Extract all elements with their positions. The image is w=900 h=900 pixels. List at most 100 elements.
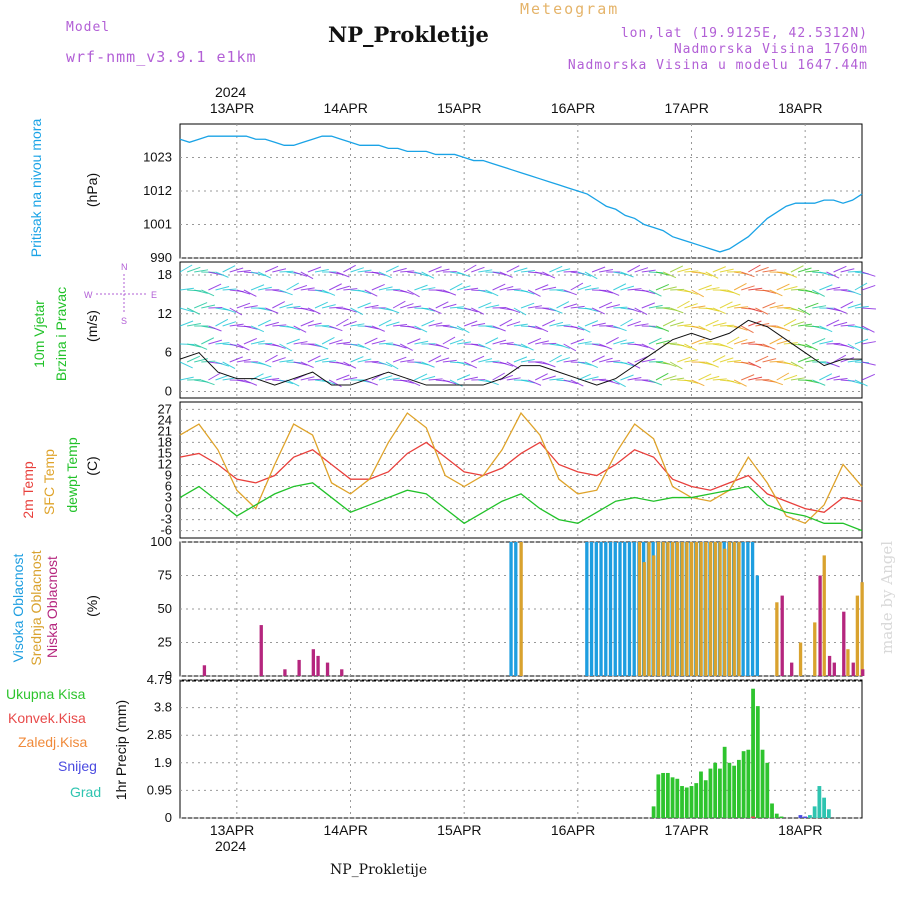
- precip-legend-item: Konvek.Kisa: [8, 710, 86, 726]
- wind-barb-icon: [357, 289, 372, 295]
- wind-barb-icon: [414, 284, 428, 291]
- wind-barb-icon: [684, 359, 699, 363]
- wind-barb-icon: [812, 325, 827, 330]
- wind-barb-icon: [385, 265, 399, 273]
- wind-barb-icon: [286, 325, 301, 331]
- wind-barb-icon: [307, 266, 322, 273]
- cloud-bar: [727, 542, 732, 676]
- wind-barb-icon: [584, 271, 598, 280]
- wind-barb-icon: [591, 307, 605, 315]
- wind-barb-icon: [400, 359, 415, 363]
- wind-barb-icon: [584, 376, 599, 381]
- wind-barb-icon: [499, 342, 514, 345]
- wind-barb-icon: [357, 358, 372, 363]
- wind-barb-icon: [364, 289, 378, 297]
- wind-barb-icon: [378, 286, 393, 291]
- wind-barb-icon: [357, 302, 371, 309]
- date-label-top: 16APR: [550, 100, 596, 116]
- footer-station: NP_Prokletije: [330, 862, 428, 878]
- wind-barbs: [179, 264, 877, 388]
- wind-barb-icon: [286, 361, 301, 364]
- wind-barb-icon: [336, 361, 350, 367]
- wind-barb-icon: [812, 379, 826, 386]
- wind-barb-icon: [627, 320, 641, 327]
- wind-barb-icon: [272, 268, 287, 273]
- wind-barb-icon: [364, 271, 379, 274]
- wind-barb-icon: [854, 338, 869, 345]
- precip-bar: [732, 765, 737, 818]
- cloud-bar: [297, 659, 301, 676]
- wind-barb-icon: [847, 289, 862, 296]
- wind-barb-icon: [236, 289, 251, 295]
- wind-barb-icon: [343, 376, 358, 381]
- wind-barb-icon: [641, 269, 656, 273]
- cloud-bar: [340, 669, 344, 676]
- wind-barb-icon: [812, 337, 826, 345]
- precip-tick-label: 1.9: [154, 755, 172, 770]
- wind-barb-icon: [790, 361, 804, 370]
- wind-barb-icon: [662, 271, 677, 279]
- wind-barb-icon: [627, 307, 642, 313]
- date-label-top: 18APR: [778, 100, 823, 116]
- wind-barb-icon: [840, 357, 855, 363]
- wind-panel: 0 6 12 18: [158, 261, 863, 399]
- wind-barb-icon: [698, 340, 713, 345]
- wind-barb-icon: [805, 289, 819, 295]
- wind-barb-icon: [570, 379, 584, 387]
- wind-barb-icon: [258, 286, 272, 291]
- wind-barb-icon: [833, 354, 847, 363]
- wind-barb-icon: [691, 338, 705, 345]
- cloud-bar: [316, 655, 320, 676]
- wind-barb-icon: [535, 325, 549, 333]
- wind-barb-icon: [833, 321, 848, 327]
- wind-barb-icon: [194, 302, 208, 309]
- wind-barb-icon: [549, 307, 563, 314]
- wind-barb-icon: [407, 305, 422, 309]
- temp-tick-label: 12: [158, 456, 172, 471]
- wind-barb-icon: [236, 343, 250, 351]
- precip-tick-label: 2.85: [147, 727, 172, 742]
- precip-tick-label: 3.8: [154, 700, 172, 715]
- wind-barb-icon: [179, 361, 193, 369]
- wind-barb-icon: [783, 374, 798, 381]
- pressure-line: [179, 135, 863, 253]
- wind-barb-icon: [314, 268, 329, 273]
- wind-barb-icon: [286, 305, 301, 309]
- wind-barb-icon: [705, 375, 720, 381]
- meteogram-label: Meteogram: [520, 0, 620, 18]
- cloud-bar: [860, 582, 864, 676]
- wind-barb-icon: [520, 343, 534, 351]
- wind-barb-icon: [840, 324, 855, 327]
- wind-barb-icon: [506, 288, 521, 291]
- cloud-bar: [647, 542, 651, 676]
- wind-barb-icon: [421, 287, 436, 291]
- wind-barb-icon: [691, 289, 704, 298]
- wind-barb-icon: [336, 341, 351, 345]
- wind-barb-icon: [584, 361, 598, 369]
- precip-bar: [699, 771, 703, 818]
- pressure-tick-label: 990: [150, 250, 172, 265]
- precip-bar: [694, 783, 699, 818]
- cloud-bar: [325, 662, 330, 676]
- wind-barb-icon: [229, 356, 243, 363]
- cloud-bar: [680, 542, 684, 676]
- wind-barb-icon: [705, 319, 719, 327]
- wind-barb-icon: [790, 377, 805, 381]
- date-label-top: 14APR: [323, 100, 368, 116]
- precip-bar: [665, 772, 670, 818]
- wind-barb-icon: [279, 289, 293, 296]
- cloud-bar: [798, 642, 803, 676]
- wind-barb-icon: [776, 271, 791, 276]
- wind-barb-icon: [741, 285, 755, 291]
- wind-tick-label: 18: [158, 267, 172, 282]
- wind-barb-icon: [741, 374, 755, 381]
- wind-barb-icon: [776, 325, 790, 332]
- wind-barb-icon: [662, 375, 677, 381]
- wind-barb-icon: [748, 361, 762, 369]
- wind-barb-icon: [805, 270, 820, 273]
- wind-barb-icon: [684, 303, 698, 309]
- wind-barb-icon: [734, 306, 749, 309]
- wind-barb-icon: [435, 268, 450, 273]
- wind-barb-icon: [506, 321, 521, 327]
